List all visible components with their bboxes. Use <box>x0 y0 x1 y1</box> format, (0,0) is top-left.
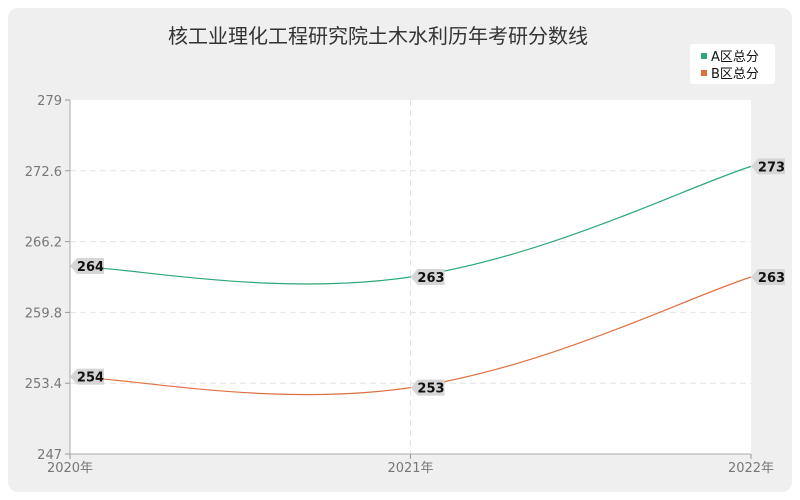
legend-marker-a <box>701 53 707 59</box>
data-label-bg <box>70 257 104 274</box>
x-tick-label: 2022年 <box>728 461 774 476</box>
data-label-bg <box>751 269 785 285</box>
data-label-bg <box>410 379 445 396</box>
data-label: 264 <box>77 260 104 275</box>
x-tick-label: 2020年 <box>47 461 93 476</box>
y-tick-label: 279 <box>37 94 62 109</box>
legend-box <box>690 44 775 84</box>
y-tick-label: 247 <box>37 448 62 463</box>
data-label-bg <box>410 269 445 285</box>
legend-marker-b <box>701 70 707 76</box>
data-label: 254 <box>77 371 104 386</box>
data-label: 253 <box>417 382 444 397</box>
data-label-bg <box>70 368 104 385</box>
data-label: 273 <box>758 160 785 175</box>
legend-label-a: A区总分 <box>711 50 759 65</box>
chart-title: 核工业理化工程研究院土木水利历年考研分数线 <box>168 24 588 48</box>
y-tick-label: 272.6 <box>25 165 62 180</box>
y-tick-label: 259.8 <box>25 306 62 321</box>
y-tick-label: 253.4 <box>25 377 62 392</box>
y-tick-label: 266.2 <box>25 236 62 251</box>
legend-label-b: B区总分 <box>711 67 759 82</box>
data-label-bg <box>751 158 785 175</box>
data-label: 263 <box>417 271 444 286</box>
data-label: 263 <box>758 271 785 286</box>
x-tick-label: 2021年 <box>387 461 433 476</box>
legend: A区总分 B区总分 <box>690 44 775 84</box>
